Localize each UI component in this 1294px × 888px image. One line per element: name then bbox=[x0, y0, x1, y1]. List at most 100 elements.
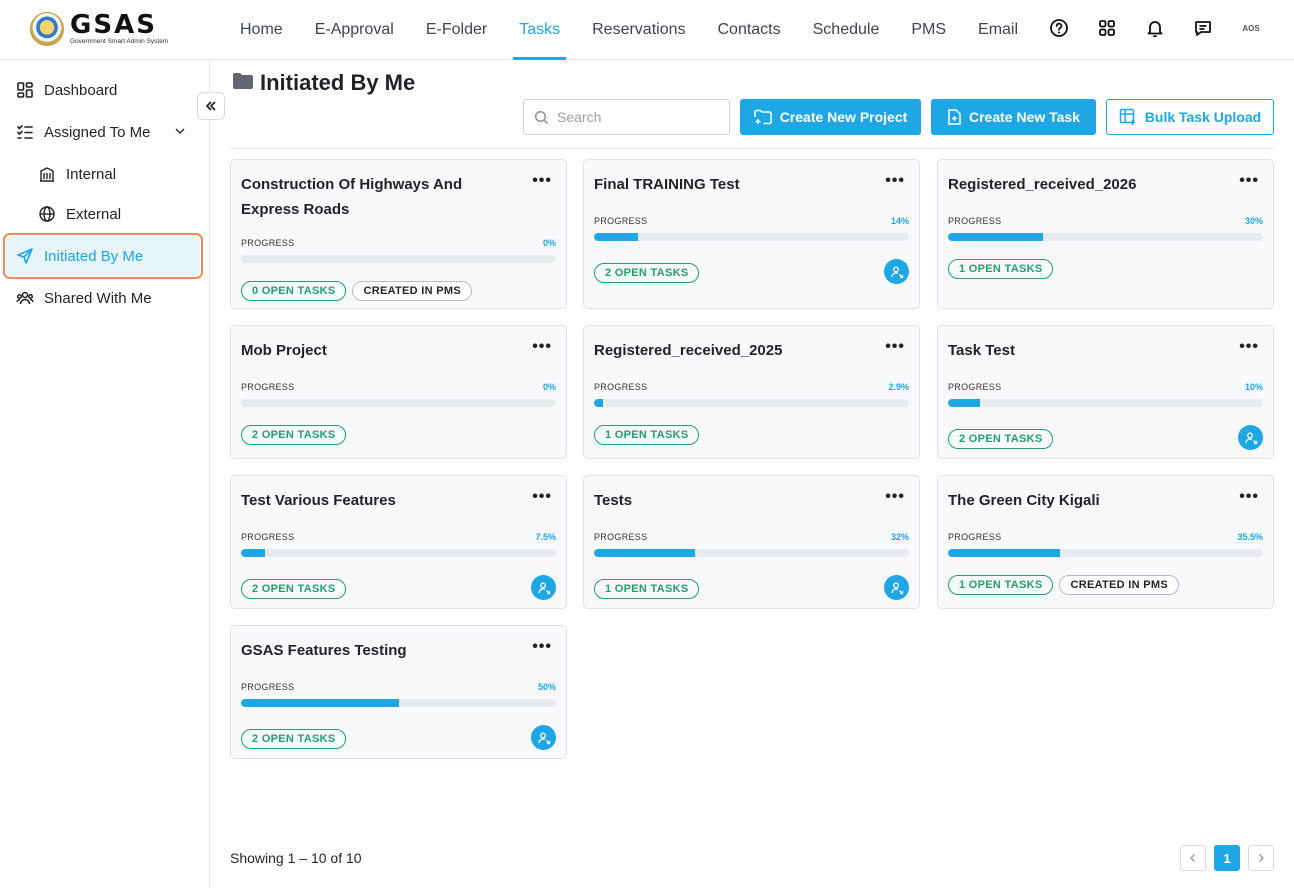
open-tasks-badge[interactable]: 2 OPEN TASKS bbox=[241, 425, 347, 445]
nav-reservations[interactable]: Reservations bbox=[592, 21, 686, 38]
project-card[interactable]: Tests ••• PROGRESS 32% 1 OPEN TASKS bbox=[583, 475, 920, 609]
project-title[interactable]: Test Various Features bbox=[241, 492, 396, 509]
project-card[interactable]: Test Various Features ••• PROGRESS 7.5% 2 OP… bbox=[230, 475, 567, 609]
gsas-logo[interactable]: GSAS Government Smart Admin System bbox=[30, 12, 168, 46]
more-options-icon[interactable]: ••• bbox=[1239, 172, 1259, 189]
apps-grid-icon[interactable] bbox=[1094, 15, 1120, 41]
more-options-icon[interactable]: ••• bbox=[885, 172, 905, 189]
project-card[interactable]: Mob Project ••• PROGRESS 0% 2 OPEN TASKS bbox=[230, 325, 567, 459]
help-icon[interactable] bbox=[1046, 15, 1072, 41]
project-card[interactable]: The Green City Kigali ••• PROGRESS 35.5% 1 O… bbox=[937, 475, 1274, 609]
open-tasks-badge[interactable]: 1 OPEN TASKS bbox=[948, 259, 1054, 279]
nav-e-approval[interactable]: E-Approval bbox=[314, 21, 394, 38]
card-badges: 2 OPEN TASKS bbox=[241, 425, 347, 445]
project-title[interactable]: Tests bbox=[594, 492, 633, 509]
assign-user-icon[interactable] bbox=[1238, 425, 1263, 450]
open-tasks-badge[interactable]: 0 OPEN TASKS bbox=[241, 281, 347, 301]
card-badges: 1 OPEN TASKS bbox=[594, 425, 700, 445]
open-tasks-badge[interactable]: 2 OPEN TASKS bbox=[948, 429, 1054, 449]
more-options-icon[interactable]: ••• bbox=[532, 172, 552, 189]
card-badges: 0 OPEN TASKS CREATED IN PMS bbox=[241, 281, 472, 301]
chevron-down-icon[interactable] bbox=[174, 124, 186, 141]
more-options-icon[interactable]: ••• bbox=[885, 488, 905, 505]
checklist-icon bbox=[14, 121, 36, 143]
open-tasks-badge[interactable]: 1 OPEN TASKS bbox=[594, 425, 700, 445]
nav-schedule[interactable]: Schedule bbox=[812, 21, 880, 38]
sidebar-item-initiated-by-me[interactable]: Initiated By Me bbox=[3, 233, 203, 279]
project-card[interactable]: Construction Of Highways And Express Roa… bbox=[230, 159, 567, 309]
open-tasks-badge[interactable]: 2 OPEN TASKS bbox=[241, 729, 347, 749]
project-card[interactable]: Registered_received_2026 ••• PROGRESS 30% 1 … bbox=[937, 159, 1274, 309]
page-1-button[interactable]: 1 bbox=[1214, 845, 1240, 871]
double-chevron-left-icon bbox=[205, 101, 216, 111]
nav-pms[interactable]: PMS bbox=[911, 21, 947, 38]
progress-bar-fill bbox=[241, 699, 399, 707]
globe-icon bbox=[36, 203, 58, 225]
project-card[interactable]: Final TRAINING Test ••• PROGRESS 14% 2 OPEN … bbox=[583, 159, 920, 309]
progress-value: 32% bbox=[890, 532, 909, 542]
project-title[interactable]: Task Test bbox=[948, 342, 1015, 359]
nav-home[interactable]: Home bbox=[240, 21, 283, 38]
card-badges: 2 OPEN TASKS bbox=[241, 579, 347, 599]
bell-icon[interactable] bbox=[1142, 15, 1168, 41]
more-options-icon[interactable]: ••• bbox=[532, 638, 552, 655]
created-in-pms-badge: CREATED IN PMS bbox=[1059, 575, 1179, 595]
sidebar-item-assigned-to-me[interactable]: Assigned To Me bbox=[6, 112, 200, 152]
more-options-icon[interactable]: ••• bbox=[1239, 338, 1259, 355]
assign-user-icon[interactable] bbox=[531, 575, 556, 600]
collapse-sidebar-button[interactable] bbox=[197, 92, 225, 120]
next-page-button[interactable] bbox=[1248, 845, 1274, 871]
progress-bar-fill bbox=[948, 549, 1060, 557]
progress-label: PROGRESS bbox=[241, 532, 295, 542]
project-card[interactable]: GSAS Features Testing ••• PROGRESS 50% 2 OPE… bbox=[230, 625, 567, 759]
project-title[interactable]: Construction Of Highways And Express Roa… bbox=[241, 176, 463, 218]
nav-email[interactable]: Email bbox=[978, 21, 1019, 38]
project-card[interactable]: Registered_received_2025 ••• PROGRESS 2.9% 1… bbox=[583, 325, 920, 459]
project-title[interactable]: The Green City Kigali bbox=[948, 492, 1100, 509]
user-avatar[interactable]: AOS bbox=[1242, 23, 1260, 33]
project-title[interactable]: GSAS Features Testing bbox=[241, 642, 407, 659]
open-tasks-badge[interactable]: 2 OPEN TASKS bbox=[594, 263, 700, 283]
page-title-text: Initiated By Me bbox=[260, 70, 416, 95]
assign-user-icon[interactable] bbox=[884, 259, 909, 284]
prev-page-button[interactable] bbox=[1180, 845, 1206, 871]
more-options-icon[interactable]: ••• bbox=[1239, 488, 1259, 505]
open-tasks-badge[interactable]: 1 OPEN TASKS bbox=[948, 575, 1054, 595]
create-new-task-button[interactable]: Create New Task bbox=[931, 99, 1096, 135]
nav-e-folder[interactable]: E-Folder bbox=[425, 21, 488, 38]
table-upload-icon bbox=[1119, 108, 1135, 125]
project-title[interactable]: Registered_received_2025 bbox=[594, 342, 783, 359]
assign-user-icon[interactable] bbox=[531, 725, 556, 750]
project-title[interactable]: Registered_received_2026 bbox=[948, 176, 1137, 193]
sidebar-item-dashboard[interactable]: Dashboard bbox=[6, 70, 200, 110]
sidebar-item-shared-with-me[interactable]: Shared With Me bbox=[6, 278, 200, 318]
assign-user-icon[interactable] bbox=[884, 575, 909, 600]
open-tasks-badge[interactable]: 2 OPEN TASKS bbox=[241, 579, 347, 599]
nav-tasks[interactable]: Tasks bbox=[503, 0, 576, 60]
pagination-summary: Showing 1 – 10 of 10 bbox=[230, 850, 362, 866]
project-title[interactable]: Final TRAINING Test bbox=[594, 176, 740, 193]
sidebar-item-internal[interactable]: Internal bbox=[6, 154, 200, 194]
more-options-icon[interactable]: ••• bbox=[885, 338, 905, 355]
send-icon bbox=[14, 245, 36, 267]
card-badges: 2 OPEN TASKS bbox=[948, 429, 1054, 449]
top-header: GSAS Government Smart Admin System Home … bbox=[0, 0, 1294, 60]
open-tasks-badge[interactable]: 1 OPEN TASKS bbox=[594, 579, 700, 599]
create-new-project-button[interactable]: Create New Project bbox=[740, 99, 921, 135]
sidebar-item-external[interactable]: External bbox=[6, 194, 200, 234]
nav-contacts[interactable]: Contacts bbox=[717, 21, 781, 38]
project-card[interactable]: Task Test ••• PROGRESS 10% 2 OPEN TASKS bbox=[937, 325, 1274, 459]
more-options-icon[interactable]: ••• bbox=[532, 488, 552, 505]
search-input[interactable] bbox=[557, 109, 717, 125]
more-options-icon[interactable]: ••• bbox=[532, 338, 552, 355]
card-badges: 2 OPEN TASKS bbox=[241, 729, 347, 749]
progress-bar bbox=[948, 399, 1263, 407]
card-badges: 1 OPEN TASKS bbox=[594, 579, 700, 599]
progress-label: PROGRESS bbox=[241, 382, 295, 392]
project-title[interactable]: Mob Project bbox=[241, 342, 327, 359]
chat-icon[interactable] bbox=[1190, 15, 1216, 41]
sidebar-item-label: Shared With Me bbox=[44, 289, 152, 307]
bulk-task-upload-button[interactable]: Bulk Task Upload bbox=[1106, 99, 1274, 135]
progress-value: 35.5% bbox=[1237, 532, 1263, 542]
progress-value: 30% bbox=[1244, 216, 1263, 226]
